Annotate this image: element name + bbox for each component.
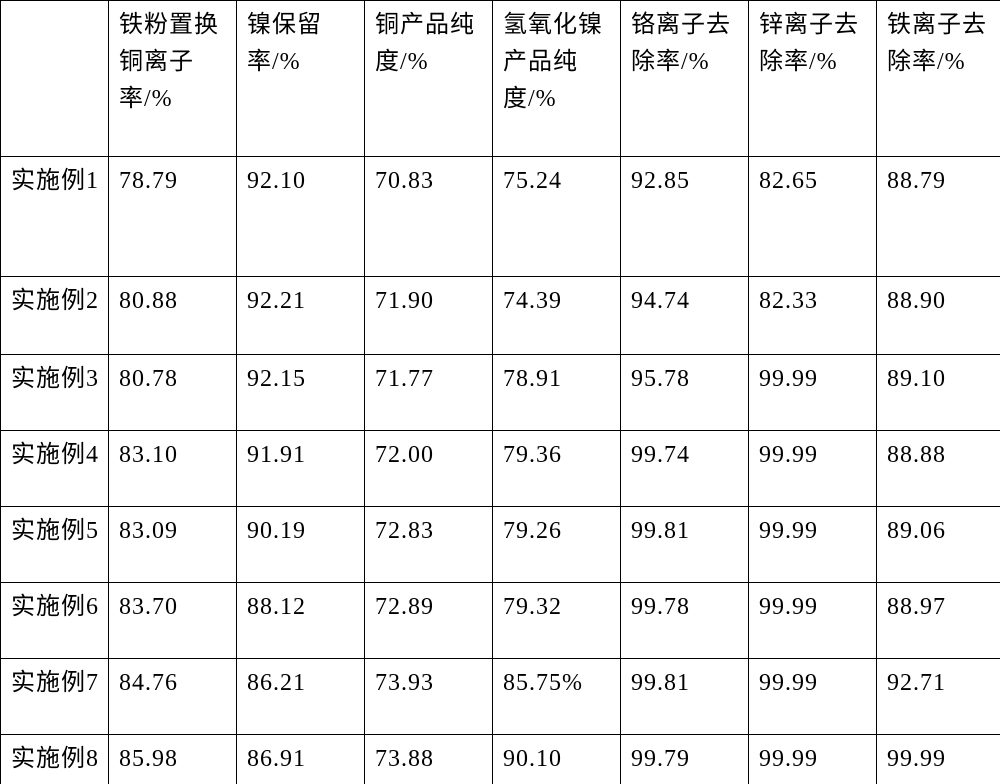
cell-value: 92.71 bbox=[877, 659, 1000, 735]
cell-value: 99.99 bbox=[749, 659, 877, 735]
row-label: 实施例5 bbox=[1, 507, 109, 583]
cell-value: 95.78 bbox=[621, 355, 749, 431]
col-header-nickel-hydroxide-purity: 氢氧化镍产品纯度/% bbox=[493, 1, 621, 157]
cell-value: 92.15 bbox=[237, 355, 365, 431]
cell-value: 71.90 bbox=[365, 277, 493, 355]
cell-value: 91.91 bbox=[237, 431, 365, 507]
col-header-chromium-removal: 铬离子去除率/% bbox=[621, 1, 749, 157]
results-table: 铁粉置换铜离子率/% 镍保留率/% 铜产品纯度/% 氢氧化镍产品纯度/% 铬离子… bbox=[0, 0, 1000, 784]
cell-value: 92.10 bbox=[237, 157, 365, 277]
row-label: 实施例1 bbox=[1, 157, 109, 277]
cell-value: 88.90 bbox=[877, 277, 1000, 355]
col-header-copper-purity: 铜产品纯度/% bbox=[365, 1, 493, 157]
cell-value: 75.24 bbox=[493, 157, 621, 277]
cell-value: 99.74 bbox=[621, 431, 749, 507]
row-label: 实施例8 bbox=[1, 735, 109, 784]
cell-value: 99.79 bbox=[621, 735, 749, 784]
table-row: 实施例8 85.98 86.91 73.88 90.10 99.79 99.99… bbox=[1, 735, 1000, 784]
col-header-nickel-retention: 镍保留率/% bbox=[237, 1, 365, 157]
cell-value: 89.06 bbox=[877, 507, 1000, 583]
cell-value: 83.10 bbox=[109, 431, 237, 507]
cell-value: 79.36 bbox=[493, 431, 621, 507]
table-row: 实施例3 80.78 92.15 71.77 78.91 95.78 99.99… bbox=[1, 355, 1000, 431]
table-row: 实施例4 83.10 91.91 72.00 79.36 99.74 99.99… bbox=[1, 431, 1000, 507]
cell-value: 99.81 bbox=[621, 507, 749, 583]
cell-value: 80.78 bbox=[109, 355, 237, 431]
cell-value: 78.91 bbox=[493, 355, 621, 431]
table-row: 实施例6 83.70 88.12 72.89 79.32 99.78 99.99… bbox=[1, 583, 1000, 659]
cell-value: 86.91 bbox=[237, 735, 365, 784]
row-label: 实施例4 bbox=[1, 431, 109, 507]
cell-value: 84.76 bbox=[109, 659, 237, 735]
cell-value: 73.93 bbox=[365, 659, 493, 735]
cell-value: 92.21 bbox=[237, 277, 365, 355]
cell-value: 90.10 bbox=[493, 735, 621, 784]
cell-value: 90.19 bbox=[237, 507, 365, 583]
cell-value: 99.99 bbox=[749, 355, 877, 431]
cell-value: 72.83 bbox=[365, 507, 493, 583]
cell-value: 82.33 bbox=[749, 277, 877, 355]
cell-value: 88.88 bbox=[877, 431, 1000, 507]
cell-value: 94.74 bbox=[621, 277, 749, 355]
cell-value: 70.83 bbox=[365, 157, 493, 277]
row-label: 实施例6 bbox=[1, 583, 109, 659]
cell-value: 80.88 bbox=[109, 277, 237, 355]
row-label: 实施例2 bbox=[1, 277, 109, 355]
cell-value: 88.12 bbox=[237, 583, 365, 659]
cell-value: 99.78 bbox=[621, 583, 749, 659]
col-header-iron-removal: 铁离子去除率/% bbox=[877, 1, 1000, 157]
cell-value: 88.79 bbox=[877, 157, 1000, 277]
cell-value: 99.81 bbox=[621, 659, 749, 735]
cell-value: 83.09 bbox=[109, 507, 237, 583]
cell-value: 92.85 bbox=[621, 157, 749, 277]
cell-value: 99.99 bbox=[749, 583, 877, 659]
cell-value: 72.00 bbox=[365, 431, 493, 507]
cell-value: 71.77 bbox=[365, 355, 493, 431]
cell-value: 78.79 bbox=[109, 157, 237, 277]
cell-value: 99.99 bbox=[749, 431, 877, 507]
col-header-zinc-removal: 锌离子去除率/% bbox=[749, 1, 877, 157]
cell-value: 99.99 bbox=[749, 735, 877, 784]
col-header-iron-copper-rate: 铁粉置换铜离子率/% bbox=[109, 1, 237, 157]
cell-value: 99.99 bbox=[877, 735, 1000, 784]
page: 铁粉置换铜离子率/% 镍保留率/% 铜产品纯度/% 氢氧化镍产品纯度/% 铬离子… bbox=[0, 0, 1000, 734]
cell-value: 99.99 bbox=[749, 507, 877, 583]
cell-value: 85.98 bbox=[109, 735, 237, 784]
cell-value: 79.32 bbox=[493, 583, 621, 659]
table-row: 实施例1 78.79 92.10 70.83 75.24 92.85 82.65… bbox=[1, 157, 1000, 277]
cell-value: 89.10 bbox=[877, 355, 1000, 431]
cell-value: 86.21 bbox=[237, 659, 365, 735]
cell-value: 83.70 bbox=[109, 583, 237, 659]
cell-value: 74.39 bbox=[493, 277, 621, 355]
cell-value: 82.65 bbox=[749, 157, 877, 277]
cell-value: 79.26 bbox=[493, 507, 621, 583]
table-row: 实施例2 80.88 92.21 71.90 74.39 94.74 82.33… bbox=[1, 277, 1000, 355]
row-label: 实施例3 bbox=[1, 355, 109, 431]
cell-value: 88.97 bbox=[877, 583, 1000, 659]
table-row: 实施例7 84.76 86.21 73.93 85.75% 99.81 99.9… bbox=[1, 659, 1000, 735]
col-header-blank bbox=[1, 1, 109, 157]
cell-value: 72.89 bbox=[365, 583, 493, 659]
table-header-row: 铁粉置换铜离子率/% 镍保留率/% 铜产品纯度/% 氢氧化镍产品纯度/% 铬离子… bbox=[1, 1, 1000, 157]
table-row: 实施例5 83.09 90.19 72.83 79.26 99.81 99.99… bbox=[1, 507, 1000, 583]
cell-value: 85.75% bbox=[493, 659, 621, 735]
cell-value: 73.88 bbox=[365, 735, 493, 784]
row-label: 实施例7 bbox=[1, 659, 109, 735]
